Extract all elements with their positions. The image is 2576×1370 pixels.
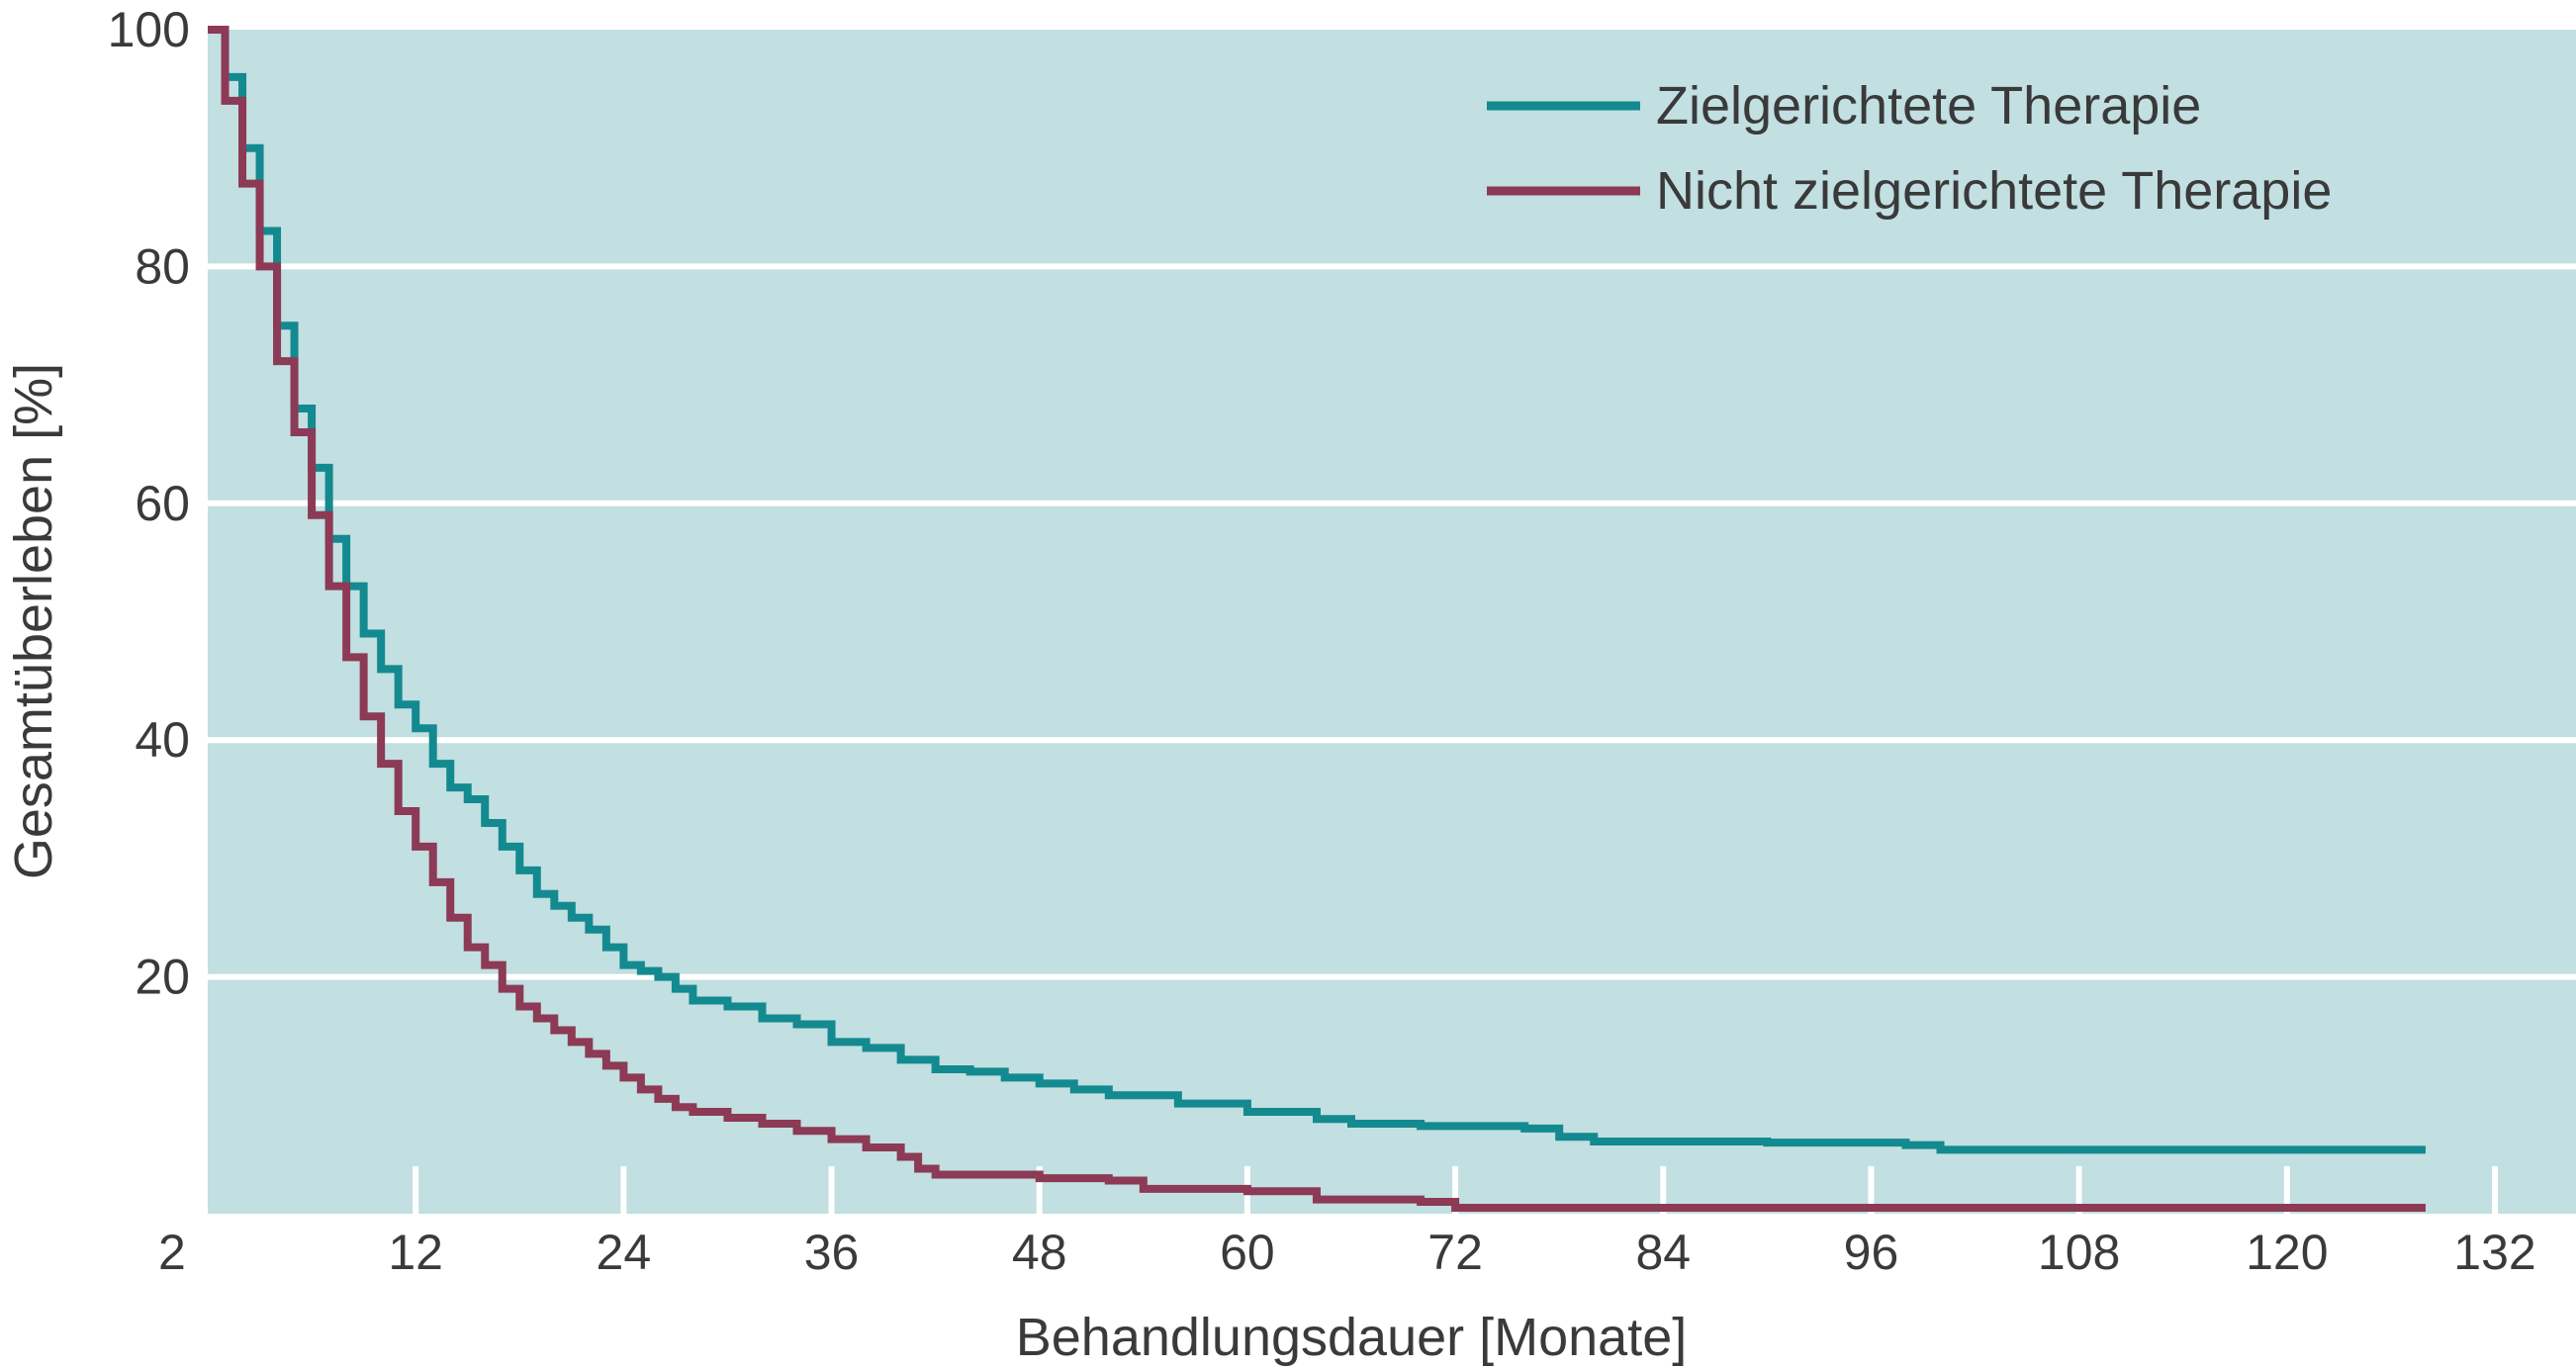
- x-axis-title: Behandlungsdauer [Monate]: [1016, 1308, 1688, 1367]
- grid-lines: [208, 263, 2576, 980]
- legend-label-nicht-zielgerichtete-therapie: Nicht zielgerichtete Therapie: [1656, 161, 2332, 221]
- legend: Zielgerichtete Therapie Nicht zielgerich…: [1487, 76, 2332, 221]
- x-tick-label: 24: [597, 1225, 652, 1280]
- x-tick-label: 96: [1844, 1225, 1899, 1280]
- x-tick-labels: 2 12 24 36 48 60 72 84 96 108 120 132: [158, 1225, 2536, 1280]
- y-tick-label: 20: [135, 950, 190, 1005]
- legend-label-zielgerichtete-therapie: Zielgerichtete Therapie: [1656, 76, 2201, 136]
- x-tick-label: 108: [2038, 1225, 2120, 1280]
- x-tick-label: 84: [1635, 1225, 1691, 1280]
- series-line-0: [208, 26, 2426, 1154]
- y-tick-label: 60: [135, 476, 190, 531]
- series-line-1: [208, 26, 2426, 1213]
- x-tick-label: 2: [158, 1225, 186, 1280]
- y-tick-label: 80: [135, 238, 190, 294]
- x-tick-label: 36: [804, 1225, 860, 1280]
- y-axis-title: Gesamtüberleben [%]: [4, 363, 63, 879]
- y-tick-label: 40: [135, 712, 190, 768]
- x-tick-label: 48: [1012, 1225, 1067, 1280]
- series-lines: [208, 26, 2426, 1213]
- x-tick-label: 60: [1220, 1225, 1275, 1280]
- plot-background: [208, 30, 2576, 1214]
- x-tick-label: 12: [388, 1225, 443, 1280]
- x-tick-label: 72: [1427, 1225, 1483, 1280]
- x-tick-label: 120: [2246, 1225, 2328, 1280]
- y-tick-labels: 20 40 60 80 100: [108, 2, 190, 1005]
- y-tick-label: 100: [108, 2, 190, 57]
- x-tick-label: 132: [2453, 1225, 2535, 1280]
